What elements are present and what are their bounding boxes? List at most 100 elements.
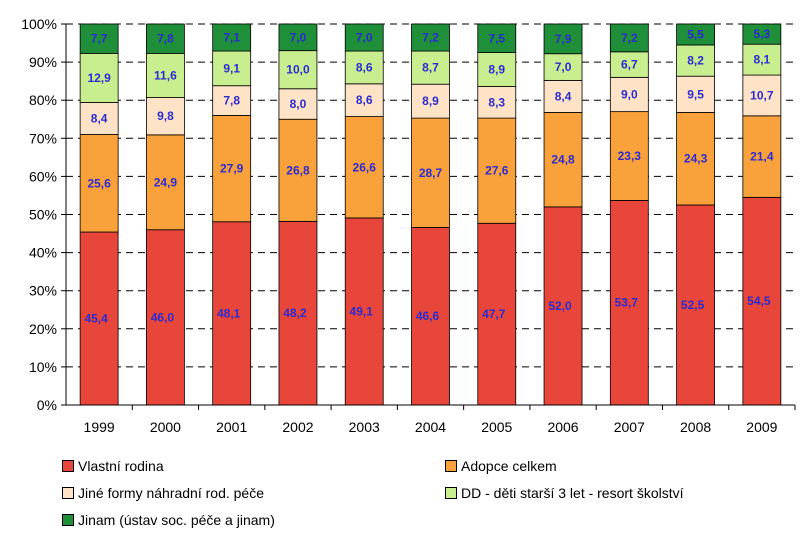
data-label: 10,0 <box>286 63 310 77</box>
data-label: 24,3 <box>684 152 708 166</box>
data-label: 10,7 <box>750 88 774 102</box>
bar-segment <box>742 43 782 76</box>
x-tick-label: 2006 <box>547 419 578 435</box>
y-tick-label: 20% <box>29 321 57 337</box>
x-tick-label: 2005 <box>481 419 512 435</box>
bar-segment <box>543 111 583 208</box>
bar-segment <box>742 74 782 117</box>
legend-swatch-jine-formy <box>62 487 74 499</box>
x-tick-label: 2007 <box>614 419 645 435</box>
data-label: 45,4 <box>84 312 108 326</box>
bar-segment <box>676 44 715 77</box>
bar-segment <box>344 83 384 117</box>
data-label: 5,5 <box>687 27 704 41</box>
data-label: 7,2 <box>621 31 638 45</box>
data-label: 8,6 <box>356 60 373 74</box>
x-tick-label: 2004 <box>415 419 446 435</box>
x-tick-label: 2009 <box>746 419 777 435</box>
y-tick-label: 40% <box>29 245 57 261</box>
legend-label: Adopce celkem <box>461 458 557 474</box>
legend-item: DD - děti starší 3 let - resort školství <box>445 485 684 501</box>
data-label: 23,3 <box>618 149 642 163</box>
legend-swatch-vlastni-rodina <box>62 460 74 472</box>
y-tick-label: 60% <box>29 168 57 184</box>
bar-segment <box>676 23 715 46</box>
data-label: 52,5 <box>681 298 705 312</box>
data-label: 9,8 <box>157 109 174 123</box>
bar-segment <box>278 220 318 406</box>
bar-segment <box>344 23 384 52</box>
data-label: 6,7 <box>621 58 638 72</box>
y-tick-label: 100% <box>21 16 57 32</box>
bar-segment <box>344 116 384 219</box>
bar-segment <box>79 52 119 103</box>
data-label: 7,0 <box>290 30 307 44</box>
data-label: 7,5 <box>488 31 505 45</box>
data-label: 9,1 <box>223 61 240 75</box>
bar-segment <box>212 221 252 406</box>
stacked-bar-chart: 45,4 25,6 8,4 12,9 7,7 46,0 24,9 9,8 11,6 7,8 48,1… <box>21 16 796 435</box>
data-label: 46,0 <box>151 310 175 324</box>
bar-segment <box>278 50 318 90</box>
y-tick-label: 70% <box>29 130 57 146</box>
data-label: 26,8 <box>286 163 310 177</box>
data-label: 48,1 <box>217 306 241 320</box>
data-label: 8,9 <box>488 63 505 77</box>
legend-item: Jiné formy náhradní rod. péče <box>62 485 264 501</box>
bar-segment <box>543 23 583 55</box>
data-label: 8,0 <box>290 97 307 111</box>
data-label: 52,0 <box>548 299 572 313</box>
legend: Vlastní rodina Adopce celkem Jiné formy … <box>62 452 802 542</box>
bar-segment <box>609 200 649 406</box>
bar-segment <box>146 23 185 54</box>
data-label: 48,2 <box>283 306 307 320</box>
bar-segment <box>676 111 715 206</box>
data-label: 28,7 <box>419 166 443 180</box>
bar-segment <box>543 53 583 81</box>
bar-segment <box>212 85 252 116</box>
legend-label: Vlastní rodina <box>78 458 164 474</box>
y-tick-label: 0% <box>37 397 57 413</box>
data-label: 7,2 <box>422 31 439 45</box>
data-label: 12,9 <box>87 71 111 85</box>
bars <box>79 23 782 406</box>
legend-swatch-adopce <box>445 460 457 472</box>
axes: 0% 10% 20% 30% 40% 50% 60% 70% 80% 90% 100% 1999 200… <box>21 16 796 435</box>
legend-swatch-jinam <box>62 514 74 526</box>
bar-segment <box>344 50 384 85</box>
data-label: 7,8 <box>223 94 240 108</box>
data-label: 8,4 <box>555 89 572 103</box>
legend-item: Adopce celkem <box>445 458 557 474</box>
data-label: 7,8 <box>157 32 174 46</box>
data-label: 53,7 <box>615 296 639 310</box>
bar-segment <box>543 206 583 406</box>
legend-label: DD - děti starší 3 let - resort školství <box>461 485 684 501</box>
bar-segment <box>676 204 715 406</box>
bar-segment <box>411 50 450 85</box>
data-label: 24,9 <box>154 175 178 189</box>
data-labels: 45,4 25,6 8,4 12,9 7,7 46,0 24,9 9,8 11,6 7,8 48,1… <box>84 27 773 325</box>
data-label: 7,9 <box>555 32 572 46</box>
x-tick-label: 2003 <box>349 419 380 435</box>
data-label: 8,1 <box>754 53 771 67</box>
x-tick-label: 2002 <box>282 419 313 435</box>
bar-segment <box>212 115 252 223</box>
bar-segment <box>477 117 517 224</box>
data-label: 9,0 <box>621 87 638 101</box>
x-tick-label: 1999 <box>84 419 115 435</box>
data-label: 7,1 <box>223 31 240 45</box>
bar-segment <box>79 102 119 135</box>
data-label: 27,6 <box>485 164 509 178</box>
data-label: 8,6 <box>356 93 373 107</box>
data-label: 27,9 <box>220 162 244 176</box>
bar-segment <box>609 76 649 113</box>
data-label: 8,7 <box>422 61 439 75</box>
legend-label: Jiné formy náhradní rod. péče <box>78 485 264 501</box>
bar-segment <box>278 23 318 52</box>
legend-item: Vlastní rodina <box>62 458 164 474</box>
data-label: 8,9 <box>422 94 439 108</box>
legend-item: Jinam (ústav soc. péče a jinam) <box>62 512 275 528</box>
legend-label: Jinam (ústav soc. péče a jinam) <box>78 512 275 528</box>
data-label: 46,6 <box>416 309 440 323</box>
data-label: 5,3 <box>754 27 771 41</box>
